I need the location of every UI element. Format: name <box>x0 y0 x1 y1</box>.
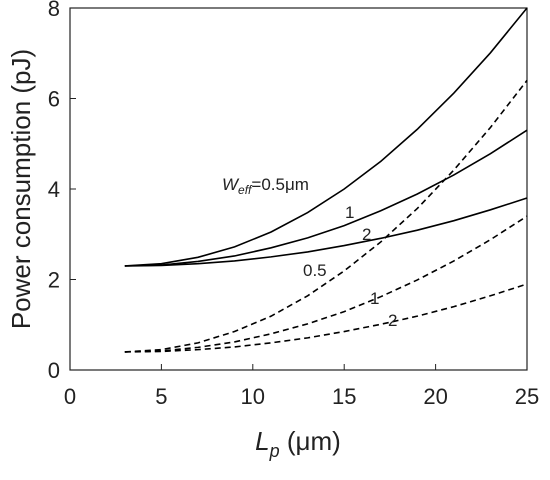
annotation: 1 <box>345 203 354 222</box>
line <box>124 7 528 267</box>
x-tick-label: 10 <box>241 384 265 409</box>
line <box>124 283 528 353</box>
y-tick-label: 0 <box>48 358 60 383</box>
line <box>124 197 528 267</box>
x-tick-label: 25 <box>515 384 539 409</box>
line <box>124 79 528 353</box>
x-tick-label: 20 <box>423 384 447 409</box>
y-tick-label: 4 <box>48 177 60 202</box>
line <box>124 215 528 353</box>
annotation-part: W <box>222 175 240 194</box>
y-axis-label: Power consumption (pJ) <box>6 49 36 329</box>
annotation: 0.5 <box>303 261 327 280</box>
x-tick-label: 0 <box>64 384 76 409</box>
annotation: 1 <box>370 289 379 308</box>
annotation: 2 <box>388 311 397 330</box>
x-tick-label: 5 <box>155 384 167 409</box>
annotation: 2 <box>362 225 371 244</box>
y-tick-label: 6 <box>48 87 60 112</box>
y-tick-label: 8 <box>48 0 60 21</box>
y-tick-label: 2 <box>48 268 60 293</box>
annotation-part: =0.5μm <box>251 175 309 194</box>
annotation-part: eff <box>238 183 253 197</box>
x-tick-label: 15 <box>332 384 356 409</box>
x-axis-label: Lp (μm) <box>255 426 341 461</box>
annotation: Weff=0.5μm <box>222 175 309 197</box>
line <box>124 129 528 267</box>
